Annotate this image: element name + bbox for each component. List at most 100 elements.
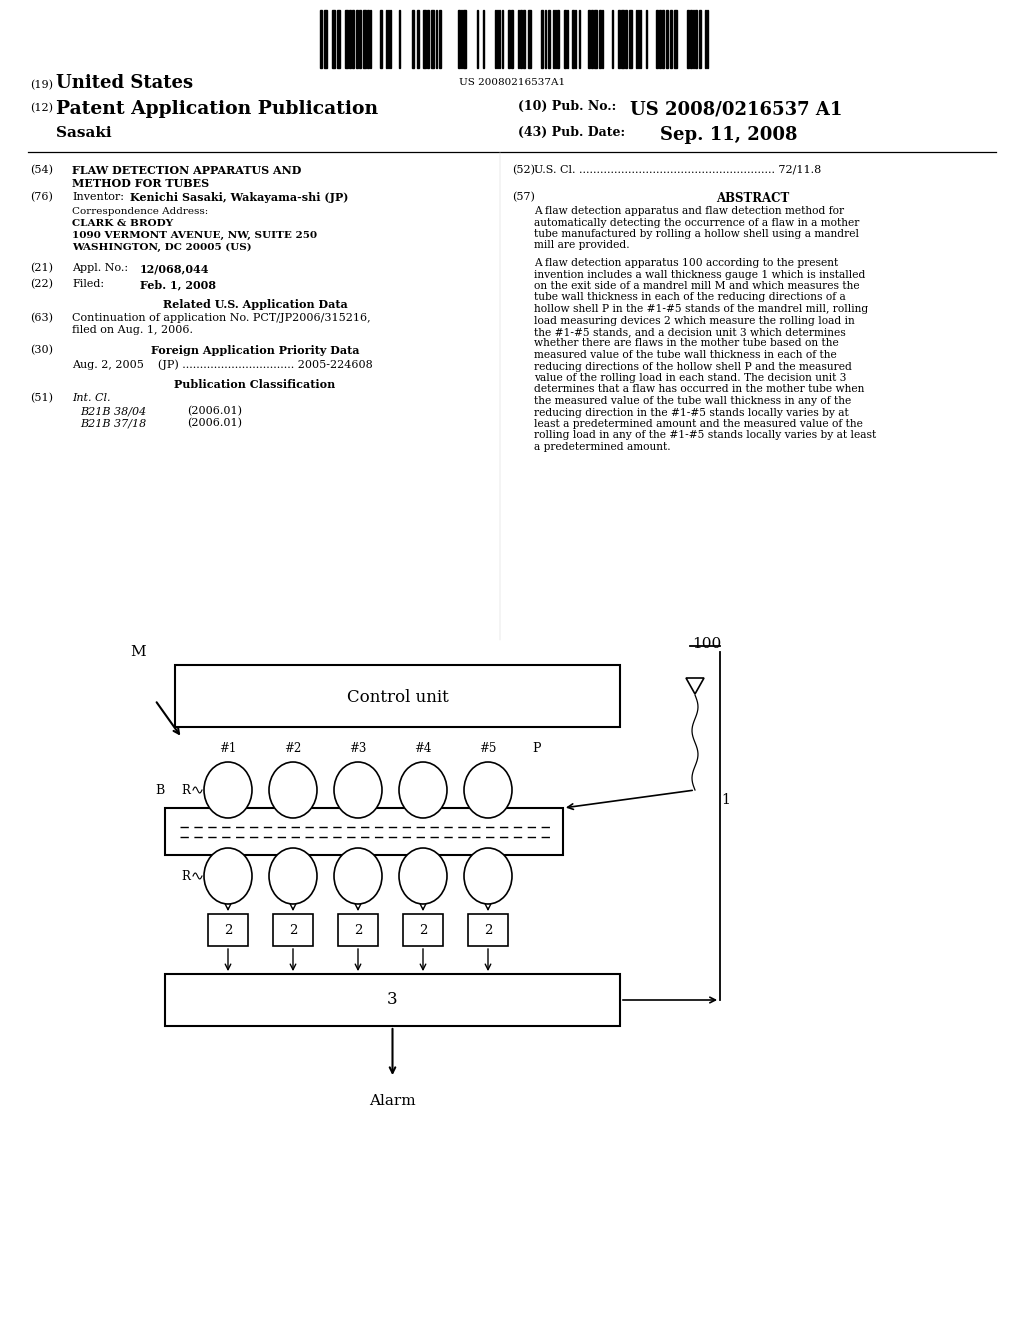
Text: FLAW DETECTION APPARATUS AND: FLAW DETECTION APPARATUS AND [72, 165, 301, 176]
Ellipse shape [204, 762, 252, 818]
Text: A flaw detection apparatus 100 according to the present: A flaw detection apparatus 100 according… [534, 257, 839, 268]
Text: Kenichi Sasaki, Wakayama-shi (JP): Kenichi Sasaki, Wakayama-shi (JP) [130, 191, 348, 203]
Text: value of the rolling load in each stand. The decision unit 3: value of the rolling load in each stand.… [534, 374, 847, 383]
Ellipse shape [269, 762, 317, 818]
Bar [423, 11, 426, 69]
Text: 2: 2 [289, 924, 297, 936]
Text: U.S. Cl. ........................................................ 72/11.8: U.S. Cl. ...............................… [534, 165, 821, 176]
Bar [548, 11, 550, 69]
Text: (12): (12) [30, 103, 53, 114]
Text: Continuation of application No. PCT/JP2006/315216,: Continuation of application No. PCT/JP20… [72, 313, 371, 323]
Text: R: R [181, 784, 190, 796]
Text: Int. Cl.: Int. Cl. [72, 393, 111, 403]
Bar [403, 913, 443, 946]
Bar [319, 11, 322, 69]
Text: Sep. 11, 2008: Sep. 11, 2008 [660, 125, 798, 144]
Text: US 20080216537A1: US 20080216537A1 [459, 78, 565, 87]
Text: US 2008/0216537 A1: US 2008/0216537 A1 [630, 100, 843, 117]
Bar [380, 11, 382, 69]
Text: 12/068,044: 12/068,044 [140, 263, 210, 275]
Text: #3: #3 [349, 742, 367, 755]
Text: M: M [130, 645, 145, 659]
Text: (52): (52) [512, 165, 535, 176]
Bar [621, 11, 624, 69]
Ellipse shape [399, 762, 447, 818]
Text: R: R [181, 870, 190, 883]
Bar [659, 11, 662, 69]
Text: Publication Classification: Publication Classification [174, 379, 336, 389]
Text: United States: United States [56, 74, 194, 92]
Text: mill are provided.: mill are provided. [534, 240, 630, 251]
Text: least a predetermined amount and the measured value of the: least a predetermined amount and the mea… [534, 418, 863, 429]
Bar [591, 11, 593, 69]
Bar [439, 11, 441, 69]
Bar [356, 11, 358, 69]
Text: tube manufactured by rolling a hollow shell using a mandrel: tube manufactured by rolling a hollow sh… [534, 228, 859, 239]
Bar [427, 11, 429, 69]
Text: WASHINGTON, DC 20005 (US): WASHINGTON, DC 20005 (US) [72, 243, 252, 252]
Bar [670, 11, 672, 69]
Text: load measuring devices 2 which measure the rolling load in: load measuring devices 2 which measure t… [534, 315, 855, 326]
Text: the measured value of the tube wall thickness in any of the: the measured value of the tube wall thic… [534, 396, 851, 407]
Bar [175, 665, 620, 727]
Bar [458, 11, 460, 69]
Bar [208, 913, 248, 946]
Text: #5: #5 [479, 742, 497, 755]
Text: invention includes a wall thickness gauge 1 which is installed: invention includes a wall thickness gaug… [534, 269, 865, 280]
Text: rolling load in any of the #1-#5 stands locally varies by at least: rolling load in any of the #1-#5 stands … [534, 430, 877, 441]
Text: Alarm: Alarm [370, 1094, 416, 1107]
Ellipse shape [334, 762, 382, 818]
Text: Sasaki: Sasaki [56, 125, 112, 140]
Bar [324, 11, 327, 69]
Bar [165, 808, 563, 855]
Bar [508, 11, 510, 69]
Text: #4: #4 [415, 742, 432, 755]
Text: Related U.S. Application Data: Related U.S. Application Data [163, 300, 347, 310]
Text: (76): (76) [30, 191, 53, 202]
Text: the #1-#5 stands, and a decision unit 3 which determines: the #1-#5 stands, and a decision unit 3 … [534, 327, 846, 337]
Bar [594, 11, 597, 69]
Ellipse shape [464, 847, 512, 904]
Bar [412, 11, 414, 69]
Text: B21B 38/04: B21B 38/04 [80, 407, 146, 416]
Ellipse shape [399, 847, 447, 904]
Text: Correspondence Address:: Correspondence Address: [72, 207, 208, 216]
Text: (22): (22) [30, 279, 53, 289]
Text: Foreign Application Priority Data: Foreign Application Priority Data [151, 345, 359, 356]
Bar [674, 11, 677, 69]
Text: (63): (63) [30, 313, 53, 323]
Bar [349, 11, 351, 69]
Text: (30): (30) [30, 345, 53, 355]
Text: reducing direction in the #1-#5 stands locally varies by at: reducing direction in the #1-#5 stands l… [534, 408, 849, 417]
Bar [463, 11, 466, 69]
Text: filed on Aug. 1, 2006.: filed on Aug. 1, 2006. [72, 325, 193, 335]
Bar [618, 11, 620, 69]
Text: METHOD FOR TUBES: METHOD FOR TUBES [72, 178, 209, 189]
Bar [541, 11, 543, 69]
Bar [523, 11, 525, 69]
Bar [359, 11, 361, 69]
Bar [520, 11, 522, 69]
Text: (21): (21) [30, 263, 53, 273]
Text: 2: 2 [224, 924, 232, 936]
Ellipse shape [204, 847, 252, 904]
Text: Patent Application Publication: Patent Application Publication [56, 100, 378, 117]
Text: CLARK & BRODY: CLARK & BRODY [72, 219, 173, 228]
Text: whether there are flaws in the mother tube based on the: whether there are flaws in the mother tu… [534, 338, 839, 348]
Text: A flaw detection apparatus and flaw detection method for: A flaw detection apparatus and flaw dete… [534, 206, 844, 216]
Text: automatically detecting the occurrence of a flaw in a mother: automatically detecting the occurrence o… [534, 218, 859, 227]
Bar [687, 11, 689, 69]
Bar [695, 11, 697, 69]
Bar [528, 11, 531, 69]
Text: a predetermined amount.: a predetermined amount. [534, 442, 671, 451]
Text: P: P [532, 742, 542, 755]
Text: 2: 2 [354, 924, 362, 936]
Ellipse shape [464, 762, 512, 818]
Bar [629, 11, 632, 69]
Bar [417, 11, 419, 69]
Text: (2006.01): (2006.01) [187, 418, 242, 428]
Bar [352, 11, 354, 69]
Text: 1090 VERMONT AVENUE, NW, SUITE 250: 1090 VERMONT AVENUE, NW, SUITE 250 [72, 231, 317, 240]
Text: (10) Pub. No.:: (10) Pub. No.: [518, 100, 616, 114]
Ellipse shape [334, 847, 382, 904]
